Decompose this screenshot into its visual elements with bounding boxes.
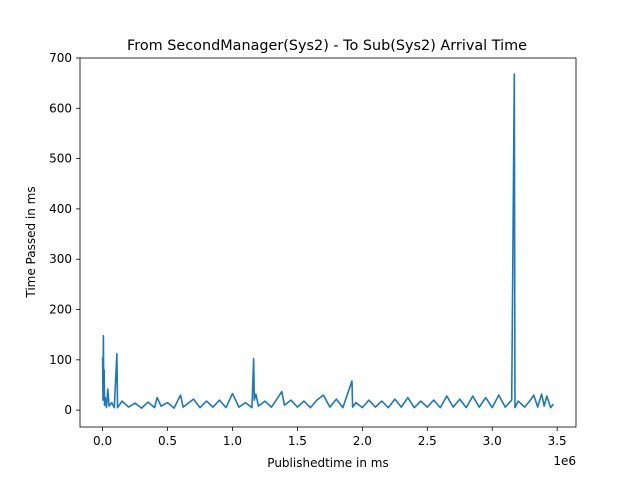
axes-frame [79, 57, 577, 428]
y-tick-label: 400 [49, 202, 72, 216]
series-layer [101, 73, 554, 409]
y-axis: 0 100 200 300 400 500 600 700 [49, 51, 80, 417]
y-tick-label: 500 [49, 152, 72, 166]
y-tick-label: 0 [64, 403, 72, 417]
y-tick-label: 100 [49, 353, 72, 367]
x-tick-label: 0.0 [93, 434, 112, 448]
y-tick-label: 200 [49, 303, 72, 317]
x-tick-label: 3.0 [483, 434, 502, 448]
y-tick-label: 700 [49, 51, 72, 65]
x-tick-label: 2.5 [418, 434, 437, 448]
x-tick-label: 2.0 [353, 434, 372, 448]
axes-background [80, 58, 576, 427]
x-tick-label: 0.5 [158, 434, 177, 448]
series-line-arrival_time [101, 73, 554, 409]
plot-area [79, 57, 577, 428]
y-tick-label: 300 [49, 252, 72, 266]
y-tick-label: 600 [49, 101, 72, 115]
x-axis-label: Publishedtime in ms [267, 456, 388, 470]
x-offset-label: 1e6 [553, 454, 576, 468]
x-axis: 0.0 0.5 1.0 1.5 2.0 2.5 3.0 3.5 [93, 427, 567, 448]
x-tick-label: 1.5 [288, 434, 307, 448]
x-tick-label: 3.5 [548, 434, 567, 448]
x-tick-label: 1.0 [223, 434, 242, 448]
chart-title: From SecondManager(Sys2) - To Sub(Sys2) … [127, 38, 527, 54]
y-axis-label: Time Passed in ms [24, 186, 38, 298]
